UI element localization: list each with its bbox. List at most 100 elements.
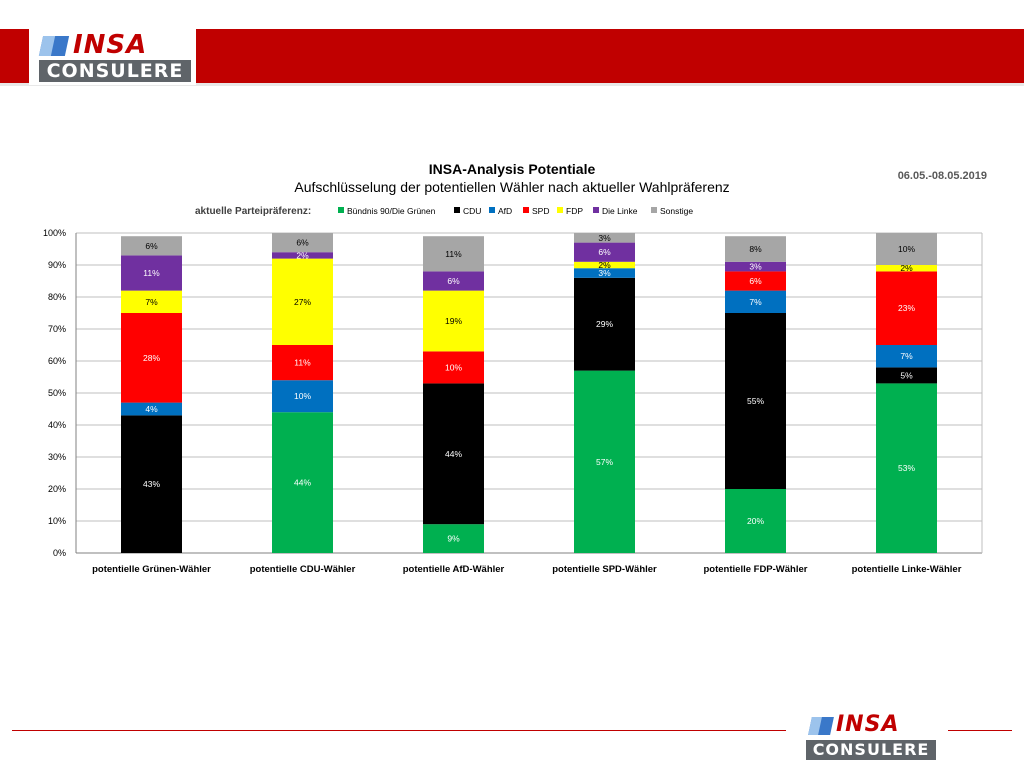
logo-consulere-text: CONSULERE (39, 60, 191, 82)
x-category-label: potentielle Grünen-Wähler (92, 564, 211, 575)
bar-segment (876, 233, 937, 265)
data-label: 44% (445, 449, 462, 459)
data-label: 43% (143, 479, 160, 489)
data-label: 7% (749, 297, 762, 307)
data-label: 10% (294, 391, 311, 401)
legend-item-label: AfD (498, 206, 513, 216)
data-label: 19% (445, 316, 462, 326)
legend-item-label: SPD (532, 206, 550, 216)
bar-segment (272, 380, 333, 413)
x-category-label: potentielle CDU-Wähler (250, 564, 356, 575)
footer-line-right (948, 730, 1012, 731)
stacked-bar-chart: 0% 10% 20% 30% 40% 50% 60% 70% 80% 90% 100% 43% 4% 28… (43, 228, 983, 575)
data-label: 5% (900, 370, 913, 380)
legend-item: AfD (489, 206, 512, 216)
data-label: 11% (143, 268, 160, 278)
legend-swatch (338, 207, 344, 213)
bar-segment (423, 290, 484, 352)
bar-segment (725, 313, 786, 489)
legend-label: aktuelle Parteipräferenz: (195, 206, 312, 217)
bar-segment (574, 261, 635, 269)
y-tick-label: 50% (48, 388, 66, 398)
data-label: 3% (749, 262, 762, 272)
legend-item-label: Sonstige (660, 206, 694, 216)
bar-segment (876, 345, 937, 368)
data-label: 53% (898, 463, 915, 473)
data-label: 9% (447, 534, 460, 544)
legend-item-label: FDP (566, 206, 583, 216)
x-category-label: potentielle Linke-Wähler (852, 564, 962, 575)
y-tick-label: 80% (48, 292, 66, 302)
data-label: 2% (296, 250, 309, 260)
bar-segment (423, 236, 484, 272)
bar-segment (121, 415, 182, 553)
bar-segment (574, 277, 635, 371)
bar-segment (272, 345, 333, 381)
x-category-label: potentielle FDP-Wähler (704, 564, 808, 575)
data-label: 57% (596, 457, 613, 467)
data-label: 2% (900, 263, 913, 273)
data-label: 44% (294, 478, 311, 488)
y-tick-label: 30% (48, 452, 66, 462)
chart-subtitle: Aufschlüsselung der potentiellen Wähler … (294, 179, 730, 195)
bar-segment (423, 383, 484, 525)
data-label: 4% (145, 404, 158, 414)
bar-segment (725, 271, 786, 291)
bar-segment (725, 290, 786, 313)
data-label: 3% (598, 268, 611, 278)
legend-swatch (523, 207, 529, 213)
data-label: 7% (900, 351, 913, 361)
bar-segment (423, 351, 484, 384)
x-category-label: potentielle AfD-Wähler (403, 564, 505, 575)
logo-insa-text: INSA (73, 30, 148, 60)
footer-logo-insa-text: INSA (836, 712, 900, 737)
data-label: 6% (447, 276, 460, 286)
insa-logo: INSA CONSULERE (29, 29, 196, 85)
x-category-label: potentielle SPD-Wähler (552, 564, 657, 575)
y-tick-label: 90% (48, 260, 66, 270)
bar-segment (574, 233, 635, 243)
bar-segment (121, 255, 182, 291)
bar-segment (876, 265, 937, 272)
data-label: 29% (596, 319, 613, 329)
legend-item-label: Bündnis 90/Die Grünen (347, 206, 436, 216)
data-label: 6% (598, 247, 611, 257)
data-label: 3% (598, 233, 611, 243)
data-label: 11% (445, 249, 462, 259)
legend-swatch (557, 207, 563, 213)
bar-segment (725, 489, 786, 553)
bar-segment (574, 268, 635, 278)
bar-segment (423, 524, 484, 553)
footer-logo-consulere-text: CONSULERE (806, 740, 936, 760)
data-label: 6% (749, 276, 762, 286)
legend-item-label: CDU (463, 206, 482, 216)
bar-segment (725, 261, 786, 272)
data-label: 2% (598, 260, 611, 270)
legend-swatch (593, 207, 599, 213)
data-label: 10% (445, 362, 462, 372)
bar-segment (272, 412, 333, 553)
bar-segment (272, 233, 333, 253)
bar-segment (272, 258, 333, 345)
legend-item: Bündnis 90/Die Grünen (338, 206, 435, 216)
legend: aktuelle Parteipräferenz: Bündnis 90/Die… (0, 206, 1024, 220)
legend-item: Die Linke (593, 206, 637, 216)
legend-swatch (651, 207, 657, 213)
y-tick-label: 60% (48, 356, 66, 366)
data-label: 8% (749, 244, 762, 254)
data-label: 55% (747, 396, 764, 406)
legend-item-label: Die Linke (602, 206, 638, 216)
data-label: 28% (143, 353, 160, 363)
bar-segment (121, 402, 182, 416)
y-tick-label: 10% (48, 516, 66, 526)
legend-item: FDP (557, 206, 583, 216)
data-label: 27% (294, 297, 311, 307)
bar-segment (121, 236, 182, 256)
bar-segment (121, 313, 182, 403)
bar-segment (876, 271, 937, 345)
bar-segment (725, 236, 786, 262)
footer-line-left (12, 730, 786, 731)
legend-swatch (489, 207, 495, 213)
data-label: 20% (747, 516, 764, 526)
legend-swatch (454, 207, 460, 213)
